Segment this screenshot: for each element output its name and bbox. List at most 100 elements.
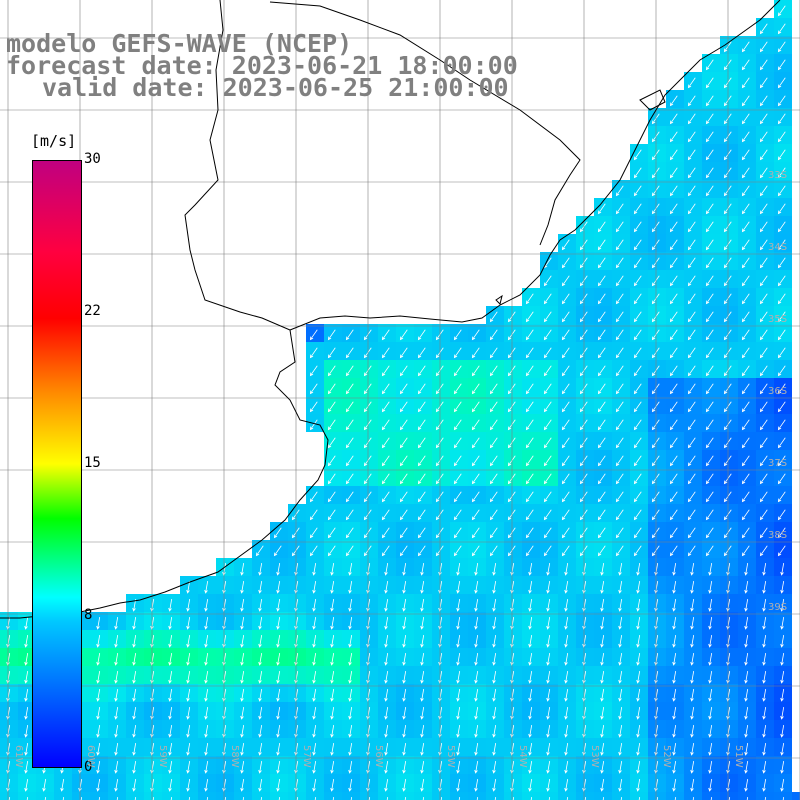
- wind-arrow: [690, 742, 695, 756]
- wind-arrow: [240, 634, 245, 648]
- wind-arrow: [615, 545, 624, 557]
- wind-arrow: [312, 634, 317, 648]
- wind-arrow: [312, 778, 317, 792]
- wind-arrow: [309, 419, 318, 431]
- wind-arrow: [636, 598, 641, 612]
- wind-arrow: [633, 149, 642, 161]
- colorbar-tick-15: 15: [84, 455, 101, 471]
- wind-arrow: [741, 149, 750, 161]
- wind-arrow: [615, 239, 624, 251]
- wind-arrow: [546, 598, 551, 612]
- wind-arrow: [417, 419, 426, 431]
- wind-arrow: [330, 778, 335, 792]
- wind-arrow: [759, 221, 768, 233]
- wind-arrow: [546, 634, 551, 648]
- wind-arrow: [615, 275, 624, 287]
- wind-arrow: [471, 527, 480, 539]
- wind-arrow: [687, 365, 696, 377]
- wind-arrow: [741, 185, 750, 197]
- colorbar-units: [m/s]: [31, 132, 77, 150]
- wind-arrow: [528, 742, 533, 756]
- wind-arrow: [240, 688, 245, 702]
- wind-arrow: [633, 311, 642, 323]
- wind-arrow: [24, 634, 29, 648]
- wind-arrow: [453, 347, 462, 359]
- wind-arrow: [345, 473, 354, 485]
- wind-arrow: [674, 796, 677, 800]
- colorbar-tick-22: 22: [84, 303, 101, 319]
- wind-arrow: [615, 365, 624, 377]
- wind-arrow: [204, 580, 209, 594]
- wind-arrow: [777, 491, 786, 503]
- wind-arrow: [399, 455, 408, 467]
- wind-arrow: [402, 652, 407, 666]
- wind-arrow: [759, 77, 768, 89]
- wind-arrow: [417, 455, 426, 467]
- wind-arrow: [170, 796, 173, 800]
- wind-arrow: [741, 509, 750, 521]
- wind-arrow: [636, 580, 641, 594]
- wind-arrow: [471, 545, 480, 557]
- wind-cell: [396, 792, 414, 800]
- wind-arrow: [561, 401, 570, 413]
- wind-arrow: [600, 742, 605, 756]
- wind-arrow: [420, 778, 425, 792]
- wind-arrow: [276, 670, 281, 684]
- wind-cell: [738, 792, 756, 800]
- wind-arrow: [399, 383, 408, 395]
- wind-arrow: [600, 778, 605, 792]
- wind-arrow: [240, 778, 245, 792]
- wind-arrow: [669, 419, 678, 431]
- wind-arrow: [348, 706, 353, 720]
- wind-cell: [342, 792, 360, 800]
- wind-arrow: [705, 59, 714, 71]
- lon-label: 51W: [733, 745, 744, 768]
- wind-arrow: [330, 598, 335, 612]
- wind-arrow: [636, 652, 641, 666]
- wind-arrow: [600, 688, 605, 702]
- wind-arrow: [206, 796, 209, 800]
- wind-arrow: [168, 670, 173, 684]
- wind-arrow: [456, 598, 461, 612]
- wind-arrow: [669, 203, 678, 215]
- wind-arrow: [638, 796, 641, 800]
- wind-arrow: [240, 562, 245, 576]
- wind-arrow: [420, 580, 425, 594]
- wind-cell: [270, 792, 288, 800]
- wind-arrow: [618, 580, 623, 594]
- wind-arrow: [420, 670, 425, 684]
- wind-arrow: [687, 419, 696, 431]
- wind-arrow: [24, 742, 29, 756]
- wind-arrow: [690, 670, 695, 684]
- wind-arrow: [258, 688, 263, 702]
- wind-arrow: [762, 742, 767, 756]
- wind-arrow: [543, 473, 552, 485]
- wind-arrow: [543, 509, 552, 521]
- wind-arrow: [471, 437, 480, 449]
- wind-arrow: [489, 311, 498, 323]
- wind-arrow: [705, 347, 714, 359]
- wind-arrow: [708, 706, 713, 720]
- wind-arrow: [402, 670, 407, 684]
- wind-arrow: [744, 778, 749, 792]
- wind-cell: [198, 792, 216, 800]
- wind-arrow: [24, 706, 29, 720]
- wind-arrow: [633, 437, 642, 449]
- wind-arrow: [780, 616, 785, 630]
- wind-arrow: [669, 167, 678, 179]
- wind-arrow: [669, 491, 678, 503]
- wind-arrow: [741, 275, 750, 287]
- wind-arrow: [633, 527, 642, 539]
- wind-arrow: [186, 580, 191, 594]
- wind-arrow: [687, 113, 696, 125]
- coastline-north: [289, 0, 781, 331]
- wind-arrow: [618, 724, 623, 738]
- wind-arrow: [777, 95, 786, 107]
- wind-arrow: [744, 598, 749, 612]
- wind-arrow: [687, 239, 696, 251]
- lat-label: 34S: [768, 242, 788, 253]
- wind-cell: [594, 792, 612, 800]
- wind-arrow: [669, 347, 678, 359]
- wind-arrow: [708, 760, 713, 774]
- wind-arrow: [762, 562, 767, 576]
